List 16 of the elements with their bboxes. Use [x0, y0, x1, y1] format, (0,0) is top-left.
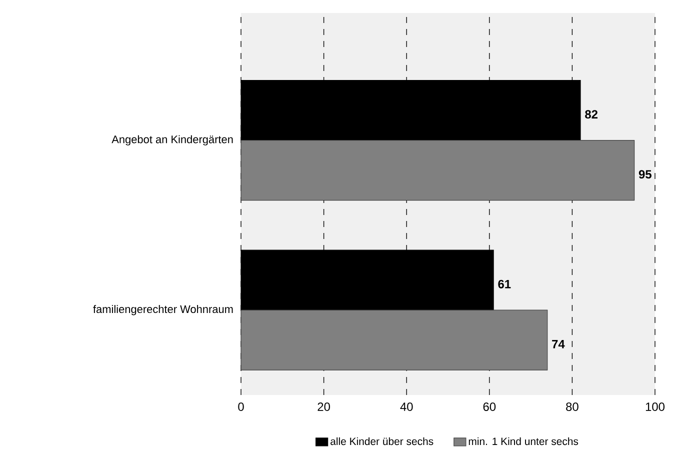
x-tick-label: 20: [318, 402, 330, 411]
x-tick-label: 80: [566, 402, 578, 411]
data-label: 82: [585, 110, 598, 119]
y-tick-label: familiengerechter Wohnraum: [93, 305, 233, 316]
data-label: 61: [498, 280, 511, 288]
data-label: 95: [638, 170, 652, 179]
legend-label: min. 1 Kind unter sechs: [468, 437, 578, 446]
x-tick-label: 0: [238, 402, 244, 411]
x-tick-label: 40: [400, 402, 413, 411]
bar: [240, 310, 548, 370]
bar: [240, 140, 635, 201]
x-tick-label: 60: [483, 402, 496, 411]
data-label: 74: [552, 340, 565, 348]
legend-label: alle Kinder über sechs: [330, 437, 434, 446]
y-tick-label: Angebot an Kindergärten: [112, 135, 233, 146]
x-tick-label: 100: [646, 402, 665, 411]
